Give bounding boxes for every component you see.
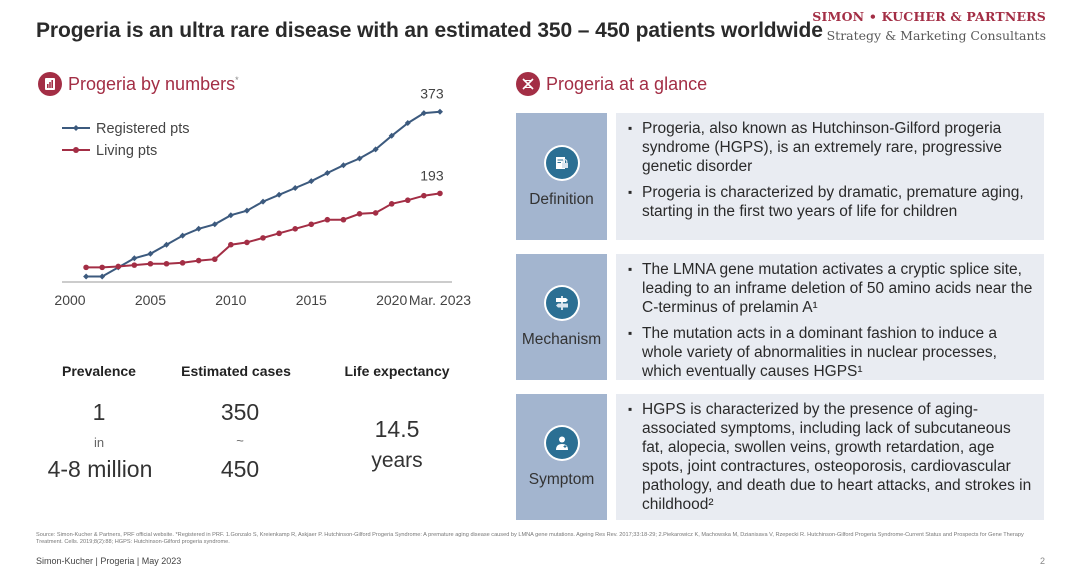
definition-bullet: Progeria is characterized by dramatic, p… — [628, 183, 1034, 221]
data-point-living — [340, 216, 347, 223]
patient-icon — [545, 427, 578, 459]
signpost-icon — [545, 287, 578, 319]
numbers-section-title: Progeria by numbers — [68, 73, 236, 94]
brand-name: SIMON • KUCHER & PARTNERS — [812, 9, 1046, 24]
data-point-registered — [420, 110, 427, 117]
x-tick-label: 2000 — [54, 292, 85, 308]
data-point-living — [163, 260, 170, 267]
data-point-living — [211, 256, 218, 263]
data-point-registered — [308, 178, 315, 185]
x-tick-label: 2015 — [296, 292, 327, 308]
data-point-living — [228, 241, 234, 248]
data-point-living — [324, 216, 331, 223]
mechanism-bullet: The mutation acts in a dominant fashion … — [628, 324, 1034, 381]
data-point-registered — [227, 212, 234, 219]
data-point-registered — [243, 207, 250, 214]
data-point-living — [404, 197, 411, 204]
symptom-label: Symptom — [528, 471, 595, 488]
prevalence-mid: in — [93, 435, 105, 450]
data-point-living — [115, 263, 122, 270]
data-point-registered — [179, 232, 186, 239]
dna-icon — [516, 72, 540, 96]
data-point-living — [260, 235, 266, 241]
data-point-registered — [163, 241, 170, 248]
estimated-high: 450 — [220, 456, 260, 482]
prevalence-label: Prevalence — [62, 363, 136, 379]
data-point-registered — [388, 132, 395, 139]
source-note: Source: Simon-Kucher & Partners, PRF off… — [36, 532, 1024, 545]
data-point-registered — [356, 155, 363, 162]
life-expectancy-unit: years — [371, 449, 423, 472]
data-point-registered — [83, 273, 90, 280]
glance-section-header: Progeria at a glance — [516, 72, 707, 96]
legend-label: Registered pts — [96, 121, 190, 137]
brand-tagline: Strategy & Marketing Consultants — [826, 28, 1046, 43]
legend-label: Living pts — [96, 143, 157, 159]
end-value-label: 193 — [420, 167, 444, 183]
x-tick-label: 2020 — [376, 292, 407, 308]
report-icon — [38, 72, 62, 96]
data-point-registered — [340, 162, 347, 169]
data-point-registered — [260, 198, 267, 205]
data-point-living — [276, 230, 282, 237]
data-point-living — [388, 201, 395, 207]
symptom-row-label: Symptom — [516, 394, 607, 520]
data-point-registered — [99, 273, 106, 280]
data-point-living — [308, 221, 315, 228]
patients-line-chart: 2000 2005 2010 2015 2020 Mar. 2023 373 193 Regis… — [54, 86, 471, 308]
data-point-registered — [195, 225, 202, 232]
prevalence-bottom: 4-8 million — [47, 456, 153, 482]
data-point-registered — [324, 169, 331, 176]
data-point-living — [356, 211, 363, 217]
legend-marker-living — [73, 147, 79, 153]
data-point-living — [292, 226, 298, 232]
definition-content: Progeria, also known as Hutchinson-Gilfo… — [616, 113, 1044, 240]
definition-label: Definition — [529, 190, 594, 208]
page-number: 2 — [1040, 556, 1046, 566]
data-point-registered — [404, 120, 411, 127]
glance-section-title: Progeria at a glance — [546, 73, 708, 94]
data-point-living — [131, 262, 138, 268]
life-expectancy-value: 14.5 — [374, 416, 420, 442]
end-value-label: 373 — [420, 86, 444, 102]
data-point-registered — [147, 250, 154, 257]
document-lock-icon — [545, 146, 578, 179]
brand-logo: SIMON • KUCHER & PARTNERS Strategy & Mar… — [812, 9, 1046, 43]
x-tick-label: 2010 — [215, 292, 246, 308]
data-point-living — [147, 260, 154, 267]
definition-row-label: Definition — [516, 113, 607, 240]
mechanism-label: Mechanism — [521, 331, 602, 348]
page-title: Progeria is an ultra rare disease with a… — [36, 19, 823, 42]
footnote-mark: * — [235, 74, 239, 85]
numbers-section-header: Progeria by numbers* — [38, 72, 239, 96]
mechanism-content: The LMNA gene mutation activates a crypt… — [616, 254, 1044, 380]
data-point-living — [99, 264, 105, 271]
estimated-mid: ~ — [236, 433, 244, 448]
x-tick-label: Mar. 2023 — [409, 292, 471, 308]
data-point-living — [195, 257, 202, 264]
data-point-living — [421, 192, 427, 199]
data-point-living — [83, 264, 89, 271]
symptom-content: HGPS is characterized by the presence of… — [616, 394, 1044, 520]
data-point-registered — [276, 191, 283, 198]
symptom-bullet: HGPS is characterized by the presence of… — [628, 400, 1034, 514]
data-point-registered — [292, 184, 299, 191]
data-point-living — [437, 190, 443, 197]
estimated-low: 350 — [220, 399, 260, 425]
data-point-registered — [436, 108, 443, 115]
life-expectancy-label: Life expectancy — [344, 363, 450, 379]
mechanism-row-label: Mechanism — [516, 254, 607, 380]
definition-bullet: Progeria, also known as Hutchinson-Gilfo… — [628, 119, 1034, 176]
data-point-living — [244, 239, 250, 246]
data-point-registered — [211, 221, 218, 228]
data-point-living — [179, 260, 186, 266]
estimated-cases-label: Estimated cases — [181, 363, 291, 379]
legend-marker-registered — [73, 125, 79, 131]
data-point-registered — [372, 146, 379, 153]
data-point-living — [372, 210, 379, 216]
footer-text: Simon-Kucher | Progeria | May 2023 — [36, 556, 182, 566]
x-tick-label: 2005 — [135, 292, 166, 308]
prevalence-top: 1 — [92, 399, 106, 425]
mechanism-bullet: The LMNA gene mutation activates a crypt… — [628, 260, 1034, 317]
